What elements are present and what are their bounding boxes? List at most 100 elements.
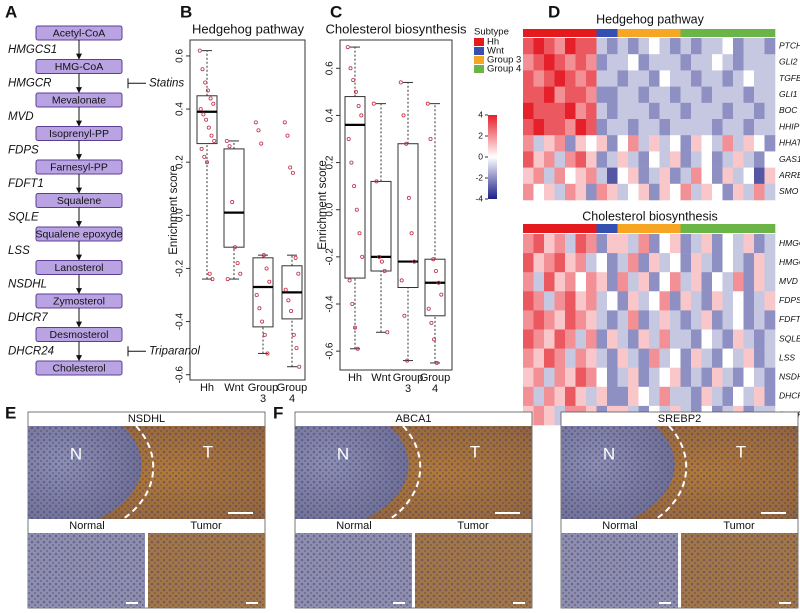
x-tick-label: Wnt [371, 373, 391, 384]
subtype-cell [670, 224, 681, 233]
data-point [356, 104, 361, 109]
x-tick-label: Group 3 [247, 383, 279, 405]
subtype-cell [712, 224, 723, 233]
heatmap-cell [733, 272, 744, 292]
boundary-line [655, 425, 688, 520]
heatmap-cell [628, 234, 639, 254]
heatmap-cell [638, 234, 650, 254]
subtype-cell [586, 29, 597, 37]
heatmap-cell [670, 329, 681, 349]
box [370, 180, 392, 272]
heatmap-cell [523, 291, 534, 311]
heatmap-cell [701, 183, 713, 201]
heatmap-cell [544, 135, 555, 152]
heatmap-cell [638, 310, 650, 330]
heatmap-cell [701, 253, 713, 273]
y-tick-label: -0.6 [175, 366, 186, 384]
heatmap-cell [554, 38, 566, 55]
heatmap-cell [680, 183, 692, 201]
heatmap-cell [659, 119, 671, 136]
box [397, 143, 419, 288]
data-point [259, 141, 264, 146]
data-point [209, 133, 214, 138]
subtype-cell [617, 224, 629, 233]
heatmap-cell [680, 253, 692, 273]
enzyme-label: NSDHL [8, 278, 47, 290]
y-tick-label: 0.6 [325, 61, 336, 75]
heatmap-cell [691, 86, 702, 104]
heatmap-cell [628, 253, 639, 273]
data-point [346, 136, 351, 141]
heatmap-cell [733, 234, 744, 254]
heatmap-cell [544, 272, 555, 292]
gene-label: DHCR7 [779, 391, 800, 401]
heatmap-cell [628, 329, 639, 349]
heatmap-cell [691, 291, 702, 311]
heatmap-cell [701, 329, 713, 349]
inset-label: Normal [602, 520, 637, 532]
heatmap-cell [617, 329, 629, 349]
data-point [428, 136, 433, 141]
heatmap-cell [701, 119, 713, 136]
heatmap-cell [691, 253, 702, 273]
heatmap-cell [712, 348, 723, 368]
data-point [257, 306, 262, 311]
heatmap-cell [596, 135, 608, 152]
heatmap-cell [523, 70, 534, 87]
heatmap-cell [754, 386, 765, 407]
heatmap-cell [554, 272, 566, 292]
heatmap-cell [691, 183, 702, 201]
heatmap-cell [733, 329, 744, 349]
heatmap-cell [659, 86, 671, 104]
data-point [349, 160, 354, 165]
heatmap-cell [533, 367, 545, 388]
heatmap-cell [649, 253, 660, 273]
heatmap-title: Cholesterol biosynthesis [582, 209, 718, 223]
heatmap-cell [607, 135, 618, 152]
box [196, 95, 218, 145]
heatmap-cell [586, 183, 597, 201]
heatmap-cell [712, 329, 723, 349]
data-point [197, 48, 202, 53]
heatmap-cell [628, 119, 639, 136]
cell-texture [28, 533, 145, 608]
heatmap-cell [628, 86, 639, 104]
heatmap-cell [575, 183, 587, 201]
heatmap-cell [670, 253, 681, 273]
heatmap-cell [638, 183, 650, 201]
y-tick-label: 0.2 [175, 155, 186, 169]
heatmap-cell [554, 405, 566, 426]
node-label: HMG-CoA [55, 61, 103, 73]
heatmap-cell [638, 291, 650, 311]
y-tick-label: 0.4 [325, 108, 336, 122]
inset-label: Tumor [190, 520, 222, 532]
heatmap-cell [607, 253, 618, 273]
heatmap-cell [607, 86, 618, 104]
heatmap-cell [523, 234, 534, 254]
heatmap-cell [712, 151, 723, 168]
heatmap-cell [754, 119, 765, 136]
heatmap-cell [575, 386, 587, 407]
heatmap-cell [575, 167, 587, 185]
heatmap-cell [680, 70, 692, 87]
heatmap-cell [691, 386, 702, 407]
heatmap-cell [607, 234, 618, 254]
heatmap-cell [712, 119, 723, 136]
heatmap-cell [554, 102, 566, 120]
heatmap-cell [565, 102, 576, 120]
heatmap-cell [575, 272, 587, 292]
data-point [286, 298, 291, 303]
heatmap-cell [712, 135, 723, 152]
heatmap-cell [586, 102, 597, 120]
heatmap-cell [659, 151, 671, 168]
plot-frame [189, 39, 306, 381]
heatmap-cell [596, 272, 608, 292]
heatmap-cell [722, 102, 734, 120]
heatmap-cell [733, 291, 744, 311]
x-tick-label: Group 3 [392, 373, 424, 395]
heatmap-cell [638, 151, 650, 168]
heatmap-cell [554, 253, 566, 273]
data-point [208, 96, 213, 101]
enzyme-label: FDFT1 [8, 178, 44, 190]
cell-texture [561, 533, 678, 608]
